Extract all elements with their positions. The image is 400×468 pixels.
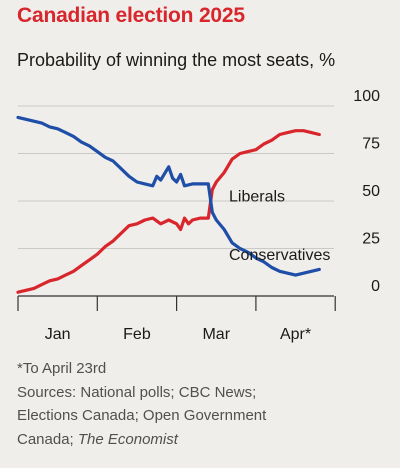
series-label-conservatives: Conservatives [229,247,330,264]
y-tick-label: 100 [353,88,380,105]
x-axis: Jan Feb Mar Apr* [17,295,336,343]
line-chart: 0 25 50 75 100 Jan Feb Mar Apr* Liberals Conserv… [16,88,380,343]
series-lines [16,115,321,294]
chart-title: Canadian election 2025 [17,4,245,27]
series-label-liberals: Liberals [229,188,285,205]
x-tick-label: Jan [45,326,71,343]
sources-line-3-italic: The Economist [77,430,178,448]
y-tick-label: 0 [371,278,380,295]
sources-line-3-plain: Canada; [17,430,78,448]
x-tick-label: Apr* [280,326,311,343]
sources-line-3: Canada; The Economist [17,428,392,452]
y-axis-tick-labels: 0 25 50 75 100 [353,88,380,295]
sources-line-2: Elections Canada; Open Government [17,407,267,424]
x-tick-label: Feb [123,326,151,343]
y-tick-label: 75 [362,136,380,153]
chart-subtitle: Probability of winning the most seats, % [17,50,336,70]
sources-line-1: Sources: National polls; CBC News; [17,383,257,401]
y-tick-label: 50 [362,183,380,200]
gridlines [18,105,334,249]
footnote-asterisk: *To April 23rd [17,360,107,377]
series-line-conservatives [16,115,321,277]
series-labels: Liberals Conservatives [229,188,330,264]
y-tick-label: 25 [362,231,380,248]
footnote: *To April 23rd Sources: National polls; … [17,357,392,451]
series-line-liberals [16,129,321,294]
x-tick-label: Mar [202,326,230,343]
